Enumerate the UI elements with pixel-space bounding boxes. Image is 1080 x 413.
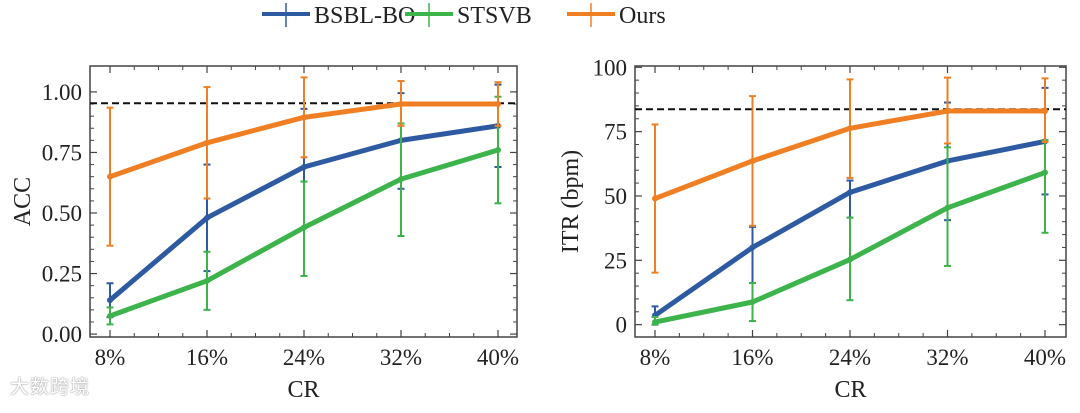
itr-plot: 0 25 50 75 100 8% 16% 24% 32% 40% CR ITR (bpm) <box>558 55 1067 403</box>
x-tick-label: 16% <box>731 345 773 370</box>
data-point <box>107 312 113 319</box>
y-axis-label: ACC <box>10 177 36 226</box>
data-point <box>301 163 307 170</box>
series-Ours <box>106 76 502 247</box>
data-point <box>847 189 853 196</box>
data-point <box>495 147 501 154</box>
data-point <box>847 125 853 132</box>
x-tick-label: 40% <box>477 345 519 370</box>
data-point <box>204 214 210 221</box>
y-tick-label: 0 <box>616 313 628 338</box>
acc-plot: 0.00 0.25 0.50 0.75 1.00 8% 16% 24% 32% 40% CR ACC <box>10 65 519 403</box>
x-tick-label: 8% <box>95 345 126 370</box>
data-point <box>652 319 658 326</box>
y-tick-label: 100 <box>593 55 628 80</box>
y-tick-label: 50 <box>604 184 627 209</box>
data-point <box>944 204 951 211</box>
y-tick-label: 0.50 <box>42 201 82 226</box>
legend: BSBL-BO STSVB Ours <box>262 3 666 29</box>
data-point <box>652 195 658 202</box>
data-point <box>107 297 113 304</box>
y-axis-label: ITR (bpm) <box>558 150 584 253</box>
y-tick-label: 25 <box>604 248 627 273</box>
y-tick-label: 0.75 <box>42 140 82 165</box>
y-tick-label: 1.00 <box>42 80 82 105</box>
legend-label: Ours <box>619 3 666 29</box>
legend-label: BSBL-BO <box>314 3 415 29</box>
data-point <box>1042 169 1048 176</box>
x-tick-label: 16% <box>186 345 228 370</box>
data-point <box>749 244 756 251</box>
data-point <box>204 277 210 284</box>
data-point <box>1042 108 1048 115</box>
data-point <box>495 101 501 108</box>
data-point <box>398 176 404 183</box>
y-tick-label: 75 <box>604 120 627 145</box>
x-tick-label: 24% <box>829 345 871 370</box>
x-axis-label: CR <box>834 377 866 403</box>
watermark-logo: 大数跨境 <box>10 372 90 399</box>
data-point <box>204 139 210 146</box>
y-tick-label: 0.00 <box>42 322 82 347</box>
x-tick-label: 8% <box>640 345 671 370</box>
data-point <box>107 173 113 180</box>
x-axis-label: CR <box>287 377 319 403</box>
watermark-text: 大数跨境 <box>10 376 91 398</box>
data-point <box>301 224 307 231</box>
series-Ours <box>651 76 1049 274</box>
data-point <box>301 114 307 121</box>
x-tick-label: 40% <box>1024 345 1066 370</box>
legend-label: STSVB <box>457 3 532 29</box>
data-point <box>847 256 853 263</box>
x-tick-label: 32% <box>380 345 422 370</box>
data-point <box>398 101 404 108</box>
x-tick-label: 32% <box>926 345 968 370</box>
x-tick-label: 24% <box>283 345 325 370</box>
data-point <box>749 157 756 164</box>
series-STSVB <box>651 139 1049 326</box>
data-point <box>944 108 951 115</box>
data-point <box>749 298 756 305</box>
y-tick-label: 0.25 <box>42 262 82 287</box>
